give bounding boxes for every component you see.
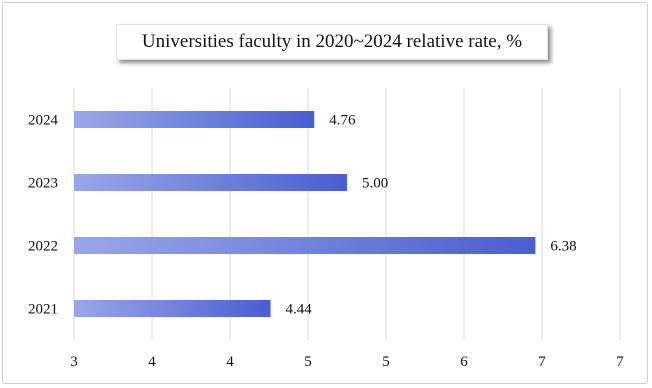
x-tick-label: 5 <box>304 354 312 370</box>
data-label: 5.00 <box>362 176 388 192</box>
data-label: 4.44 <box>286 302 313 318</box>
chart-frame <box>2 2 648 384</box>
x-tick-label: 7 <box>538 354 546 370</box>
y-tick-label: 2023 <box>28 176 58 192</box>
x-tick-label: 4 <box>226 354 234 370</box>
x-tick-label: 5 <box>382 354 390 370</box>
chart-title: Universities faculty in 2020~2024 relati… <box>116 24 548 60</box>
data-label: 4.76 <box>329 113 356 129</box>
bar-2021 <box>74 300 271 317</box>
bar-2023 <box>74 174 347 191</box>
y-tick-label: 2021 <box>28 302 58 318</box>
y-tick-label: 2024 <box>28 113 59 129</box>
data-label: 6.38 <box>550 239 576 255</box>
bar-2022 <box>74 237 536 254</box>
bar-2024 <box>74 111 315 128</box>
y-tick-label: 2022 <box>28 239 58 255</box>
x-tick-label: 7 <box>616 354 624 370</box>
x-tick-label: 4 <box>148 354 156 370</box>
x-tick-label: 6 <box>460 354 468 370</box>
x-tick-label: 3 <box>70 354 78 370</box>
